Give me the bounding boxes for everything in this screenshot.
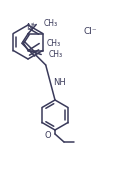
Text: CH₃: CH₃	[48, 50, 62, 59]
Text: O: O	[44, 131, 51, 139]
Text: N: N	[26, 22, 32, 32]
Text: +: +	[30, 22, 36, 28]
Text: Cl⁻: Cl⁻	[82, 28, 96, 36]
Text: CH₃: CH₃	[46, 39, 60, 48]
Text: CH₃: CH₃	[43, 19, 57, 28]
Text: NH: NH	[53, 78, 66, 87]
